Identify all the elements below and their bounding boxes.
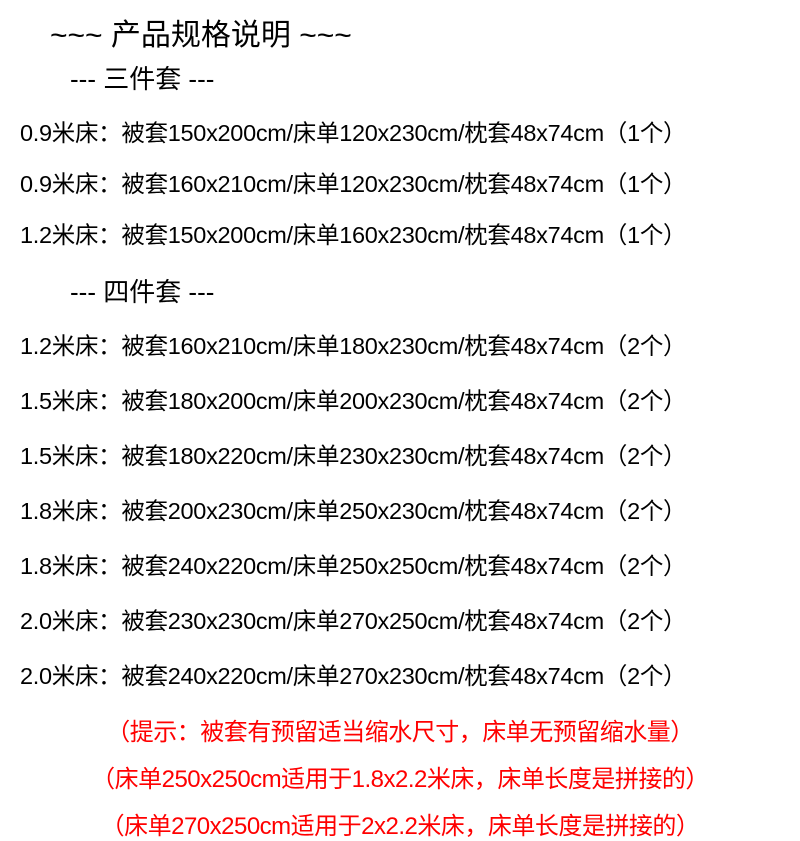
spec-row: 2.0米床：被套230x230cm/床单270x250cm/枕套48x74cm（… <box>20 602 780 636</box>
spec-row: 1.5米床：被套180x220cm/床单230x230cm/枕套48x74cm（… <box>20 437 780 471</box>
section-2-header: --- 四件套 --- <box>70 272 780 309</box>
spec-row: 1.8米床：被套240x220cm/床单250x250cm/枕套48x74cm（… <box>20 547 780 581</box>
spec-row: 0.9米床：被套150x200cm/床单120x230cm/枕套48x74cm（… <box>20 114 780 148</box>
notes-section: （提示：被套有预留适当缩水尺寸，床单无预留缩水量） （床单250x250cm适用… <box>20 712 780 841</box>
note-line: （床单250x250cm适用于1.8x2.2米床，床单长度是拼接的） <box>20 759 780 794</box>
spec-row: 1.2米床：被套160x210cm/床单180x230cm/枕套48x74cm（… <box>20 327 780 361</box>
spec-row: 1.8米床：被套200x230cm/床单250x230cm/枕套48x74cm（… <box>20 492 780 526</box>
note-line: （床单270x250cm适用于2x2.2米床，床单长度是拼接的） <box>20 806 780 841</box>
spec-row: 1.5米床：被套180x200cm/床单200x230cm/枕套48x74cm（… <box>20 382 780 416</box>
page-title: ~~~ 产品规格说明 ~~~ <box>50 10 780 54</box>
spec-row: 2.0米床：被套240x220cm/床单270x230cm/枕套48x74cm（… <box>20 657 780 691</box>
spec-row: 1.2米床：被套150x200cm/床单160x230cm/枕套48x74cm（… <box>20 216 780 250</box>
note-line: （提示：被套有预留适当缩水尺寸，床单无预留缩水量） <box>20 712 780 747</box>
spec-row: 0.9米床：被套160x210cm/床单120x230cm/枕套48x74cm（… <box>20 165 780 199</box>
section-1-header: --- 三件套 --- <box>70 59 780 96</box>
